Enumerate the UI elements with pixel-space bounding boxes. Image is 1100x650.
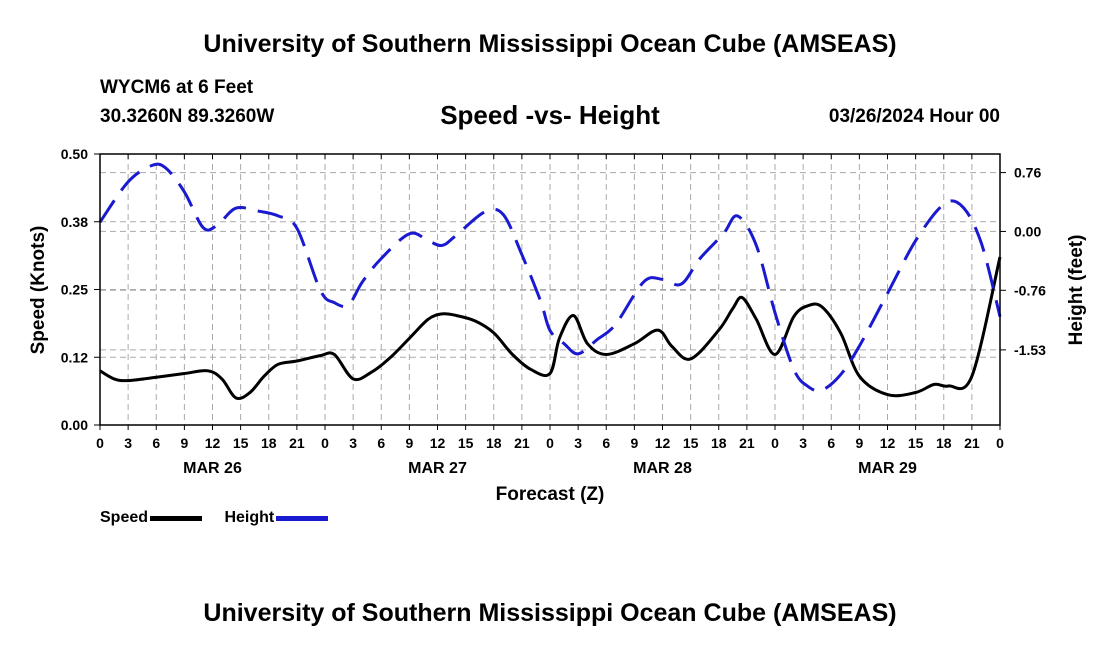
- x-tick-label: 12: [880, 435, 896, 451]
- x-day-label: MAR 26: [183, 460, 242, 477]
- y-tick-label: 0.25: [61, 282, 88, 298]
- legend: Speed Height: [100, 509, 346, 531]
- y-tick-label: 0.38: [61, 214, 88, 230]
- y-tick-label: 0.12: [61, 349, 88, 365]
- x-tick-label: 9: [855, 435, 863, 451]
- x-tick-label: 3: [799, 435, 807, 451]
- legend-speed: Speed: [100, 509, 203, 527]
- x-tick-label: 15: [233, 435, 249, 451]
- legend-height: Height: [224, 509, 329, 527]
- height-line: [98, 162, 1002, 393]
- x-tick-label: 21: [739, 435, 755, 451]
- y-tick-label: 0.50: [61, 146, 88, 162]
- x-tick-label: 6: [152, 435, 160, 451]
- x-tick-label: 21: [289, 435, 305, 451]
- x-tick-label: 0: [771, 435, 779, 451]
- x-tick-label: 12: [430, 435, 446, 451]
- legend-speed-label: Speed: [100, 509, 149, 526]
- x-tick-label: 3: [124, 435, 132, 451]
- x-tick-label: 18: [261, 435, 277, 451]
- y2-tick-label: 0.76: [1014, 165, 1041, 181]
- x-tick-label: 15: [908, 435, 924, 451]
- legend-height-swatch: [276, 515, 329, 521]
- x-tick-label: 12: [655, 435, 671, 451]
- chart-title: University of Southern Mississippi Ocean…: [203, 30, 897, 58]
- speed-line: [99, 256, 1002, 401]
- forecast-datetime: 03/26/2024 Hour 00: [828, 106, 1000, 127]
- y2-tick-label: -0.76: [1014, 282, 1046, 298]
- x-day-label: MAR 27: [408, 460, 467, 477]
- x-tick-label: 12: [205, 435, 221, 451]
- x-tick-label: 21: [514, 435, 530, 451]
- x-tick-label: 3: [349, 435, 357, 451]
- x-tick-label: 21: [964, 435, 980, 451]
- x-tick-label: 6: [827, 435, 835, 451]
- y2-tick-label: -1.53: [1014, 342, 1046, 358]
- data-series: [98, 162, 1002, 401]
- y2-axis-label: Height (feet): [1066, 235, 1087, 346]
- x-day-label: MAR 28: [633, 460, 692, 477]
- x-tick-label: 18: [486, 435, 502, 451]
- x-tick-label: 6: [377, 435, 385, 451]
- legend-height-label: Height: [224, 509, 275, 526]
- footer-title: University of Southern Mississippi Ocean…: [203, 599, 897, 627]
- y2-tick-label: 0.00: [1014, 223, 1041, 239]
- x-axis-label: Forecast (Z): [496, 484, 605, 505]
- y-tick-label: 0.00: [61, 417, 88, 433]
- station-coordinates: 30.3260N 89.3260W: [100, 106, 275, 127]
- chart-subtitle: Speed -vs- Height: [440, 100, 660, 130]
- x-tick-label: 15: [458, 435, 474, 451]
- x-tick-label: 3: [574, 435, 582, 451]
- x-tick-label: 0: [96, 435, 104, 451]
- x-day-label: MAR 29: [858, 460, 917, 477]
- x-tick-label: 18: [936, 435, 952, 451]
- x-tick-label: 0: [996, 435, 1004, 451]
- x-tick-label: 18: [711, 435, 727, 451]
- grid-lines: [100, 154, 1000, 425]
- x-tick-label: 15: [683, 435, 699, 451]
- y-axis-label: Speed (Knots): [28, 226, 49, 355]
- x-tick-label: 6: [602, 435, 610, 451]
- x-tick-label: 9: [630, 435, 638, 451]
- x-tick-label: 9: [405, 435, 413, 451]
- x-tick-label: 9: [180, 435, 188, 451]
- station-name: WYCM6 at 6 Feet: [100, 77, 254, 98]
- x-tick-label: 0: [321, 435, 329, 451]
- axes: 0 3 6 9 12 15 18 21 0 3 6 9 12 15 18 21 0 3 6 9 12 15 18 21 0 3 6 9…: [61, 146, 1046, 477]
- legend-speed-swatch: [150, 515, 203, 521]
- x-tick-label: 0: [546, 435, 554, 451]
